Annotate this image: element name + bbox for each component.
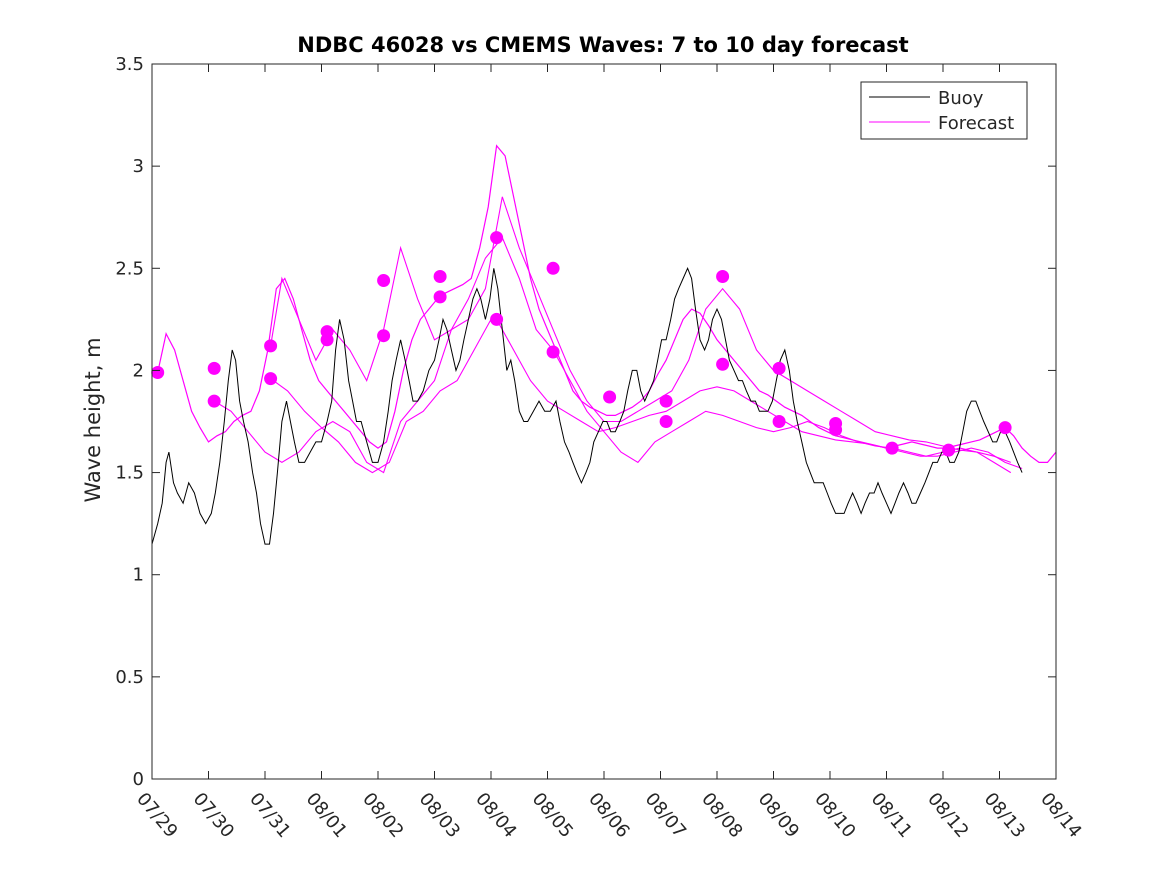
forecast-marker <box>546 345 560 359</box>
forecast-marker <box>716 357 730 371</box>
forecast-run-line-2 <box>270 196 1011 463</box>
forecast-marker <box>377 274 391 287</box>
forecast-marker <box>885 441 899 455</box>
forecast-marker <box>490 231 504 245</box>
legend-box <box>860 81 1028 140</box>
y-tick-label: 1.5 <box>115 463 144 484</box>
forecast-marker <box>659 394 673 408</box>
forecast-marker <box>264 372 278 386</box>
forecast-marker <box>659 415 673 428</box>
y-tick-label: 1 <box>133 565 144 586</box>
forecast-marker <box>320 333 334 347</box>
buoy-series-line <box>151 266 1023 545</box>
y-axis-label: Wave height, m <box>81 337 105 502</box>
chart-title: NDBC 46028 vs CMEMS Waves: 7 to 10 day f… <box>297 33 908 57</box>
forecast-marker <box>433 270 447 283</box>
plot-area: 00.511.522.533.507/29 07/30 07/31 08/01 08/0… <box>115 54 1085 842</box>
y-tick-label: 2 <box>133 360 144 381</box>
y-tick-label: 2.5 <box>115 258 144 279</box>
forecast-marker <box>151 366 165 379</box>
y-tick-label: 3.5 <box>115 54 144 75</box>
forecast-series-line <box>157 144 1057 463</box>
forecast-marker <box>829 423 843 437</box>
forecast-marker <box>772 361 786 375</box>
y-tick-label: 3 <box>133 156 144 177</box>
forecast-marker <box>433 290 447 304</box>
forecast-marker <box>942 443 956 457</box>
forecast-marker <box>264 339 278 353</box>
forecast-marker <box>603 390 617 404</box>
legend-forecast-label: Forecast <box>938 113 1014 134</box>
forecast-marker <box>490 312 504 326</box>
forecast-marker <box>207 394 221 408</box>
legend-buoy-label: Buoy <box>938 88 984 109</box>
y-tick-label: 0.5 <box>115 667 144 688</box>
forecast-marker <box>716 270 730 283</box>
forecast-marker <box>998 421 1012 435</box>
legend: Buoy Forecast <box>860 81 1028 140</box>
forecast-marker <box>377 329 391 343</box>
forecast-marker <box>772 415 786 428</box>
y-tick-label: 0 <box>133 769 144 790</box>
forecast-marker <box>207 361 221 375</box>
forecast-marker <box>546 261 560 275</box>
